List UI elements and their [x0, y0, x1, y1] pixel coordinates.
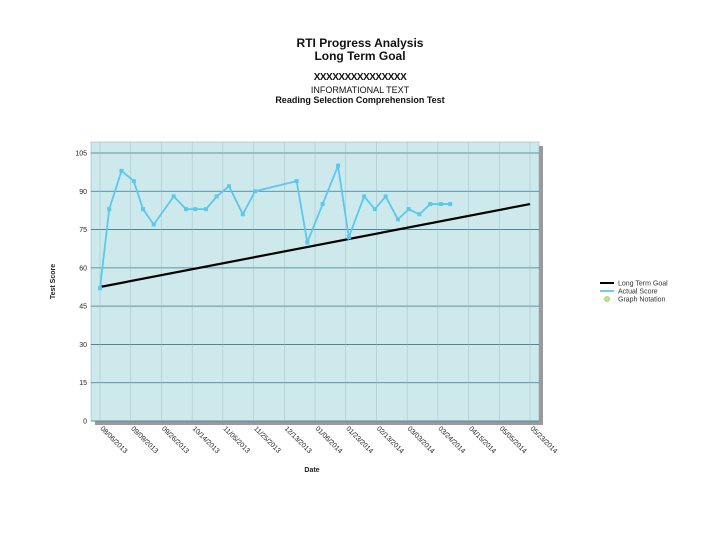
actual-score-point	[362, 194, 367, 199]
category-label: INFORMATIONAL TEXT	[310, 85, 410, 95]
actual-score-point	[428, 202, 433, 207]
actual-score-point	[305, 240, 310, 245]
actual-score-point	[448, 202, 453, 207]
actual-score-point	[171, 194, 176, 199]
test-name: Reading Selection Comprehension Test	[275, 95, 445, 105]
actual-score-point	[383, 194, 388, 199]
x-tick-label: 08/06/2013	[99, 425, 129, 455]
y-tick-label: 30	[79, 342, 87, 349]
x-tick-label: 11/05/2013	[221, 425, 250, 454]
actual-score-point	[193, 207, 198, 212]
y-tick-label: 0	[83, 419, 87, 426]
x-tick-label: 09/09/2013	[129, 425, 159, 455]
actual-score-point	[184, 207, 188, 212]
actual-score-point	[107, 207, 112, 212]
legend-swatch	[604, 296, 610, 302]
actual-score-point	[131, 179, 136, 184]
grid-lines	[91, 142, 539, 422]
x-tick-label: 12/13/2013	[283, 425, 313, 455]
chart-title: RTI Progress Analysis	[296, 36, 424, 50]
x-tick-label: 05/05/2014	[498, 425, 528, 455]
y-axis-label: Test Score	[50, 264, 57, 299]
actual-score-point	[151, 222, 156, 227]
x-tick-label: 02/13/2014	[375, 425, 405, 455]
actual-score-point	[98, 286, 102, 291]
x-tick-label: 05/23/2014	[529, 425, 559, 455]
x-tick-label: 10/14/2013	[191, 425, 221, 455]
long-term-goal-line	[99, 202, 531, 289]
y-tick-label: 15	[79, 380, 87, 387]
actual-score-point	[372, 207, 377, 212]
x-tick-labels: 08/06/2013 09/09/2013 09/26/2013 10/14/2013…	[99, 425, 559, 455]
actual-score-point	[240, 212, 245, 217]
x-tick-label: 03/03/2014	[406, 425, 436, 455]
actual-score-point	[406, 207, 411, 212]
x-tick-label: 04/15/2014	[467, 425, 497, 455]
y-tick-label: 45	[79, 304, 87, 311]
actual-score-line	[99, 162, 451, 289]
actual-score-point	[203, 207, 208, 212]
y-tick-label: 90	[79, 189, 87, 196]
x-tick-label: 11/25/2013	[252, 425, 281, 454]
actual-score-point	[214, 194, 219, 199]
series-layer	[98, 162, 531, 291]
actual-score-point	[141, 207, 145, 212]
actual-score-point	[346, 235, 351, 240]
x-tick-label: 01/23/2014	[344, 425, 374, 455]
actual-score-point	[227, 184, 231, 189]
actual-score-point	[119, 168, 124, 173]
actual-score-point	[294, 179, 299, 184]
y-tick-label: 60	[79, 265, 87, 272]
y-tick-label: 105	[75, 151, 87, 158]
legend-label: Graph Notation	[618, 297, 666, 304]
chart-subtitle: Long Term Goal	[314, 49, 406, 63]
x-tick-label: 03/24/2014	[436, 425, 466, 455]
actual-score-point	[395, 217, 400, 222]
actual-score-point	[336, 163, 341, 168]
y-tick-label: 75	[79, 227, 87, 234]
actual-score-point	[438, 202, 443, 207]
y-tick-labels: 0 15 30 45 60 75 90 105	[75, 151, 87, 426]
legend-label: Long Term Goal	[618, 281, 668, 288]
actual-score-point	[253, 189, 258, 194]
x-tick-label: 01/06/2014	[314, 425, 344, 455]
actual-score-point	[417, 212, 422, 217]
student-name: XXXXXXXXXXXXXXX	[313, 72, 407, 83]
x-tick-label: 09/26/2013	[160, 425, 190, 455]
legend-label: Actual Score	[618, 289, 658, 296]
x-axis-label: Date	[304, 467, 319, 474]
actual-score-point	[320, 202, 325, 207]
